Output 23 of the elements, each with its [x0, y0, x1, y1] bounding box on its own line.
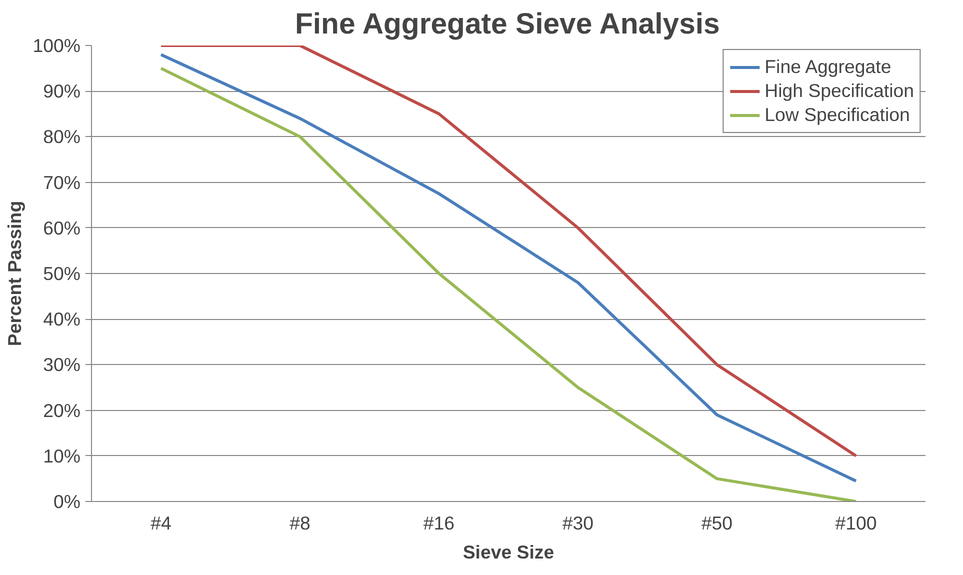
y-tick-label: 100%: [32, 35, 81, 56]
x-tick-label: #16: [423, 512, 455, 534]
x-axis-title: Sieve Size: [462, 542, 554, 562]
x-tick-label: #8: [290, 512, 310, 534]
y-tick-label: 60%: [43, 217, 81, 238]
y-tick-label: 10%: [43, 445, 81, 466]
y-tick-label: 40%: [43, 308, 81, 330]
x-tick-label: #100: [835, 512, 877, 534]
x-tick-label: #4: [150, 512, 172, 534]
y-tick-label: 70%: [43, 172, 81, 193]
y-tick-label: 80%: [43, 126, 81, 148]
x-tick-label: #30: [562, 512, 594, 534]
y-tick-label: 90%: [43, 80, 81, 102]
chart-title: Fine Aggregate Sieve Analysis: [294, 8, 720, 40]
y-tick-label: 50%: [43, 263, 81, 284]
x-tick-label: #50: [701, 512, 733, 534]
y-tick-label: 0%: [54, 491, 81, 512]
legend-label: High Specification: [764, 80, 914, 102]
y-tick-label: 20%: [43, 400, 81, 421]
y-tick-label: 30%: [43, 354, 81, 376]
legend-label: Low Specification: [764, 104, 910, 126]
y-axis-title: Percent Passing: [4, 200, 25, 346]
legend-label: Fine Aggregate: [764, 56, 892, 78]
